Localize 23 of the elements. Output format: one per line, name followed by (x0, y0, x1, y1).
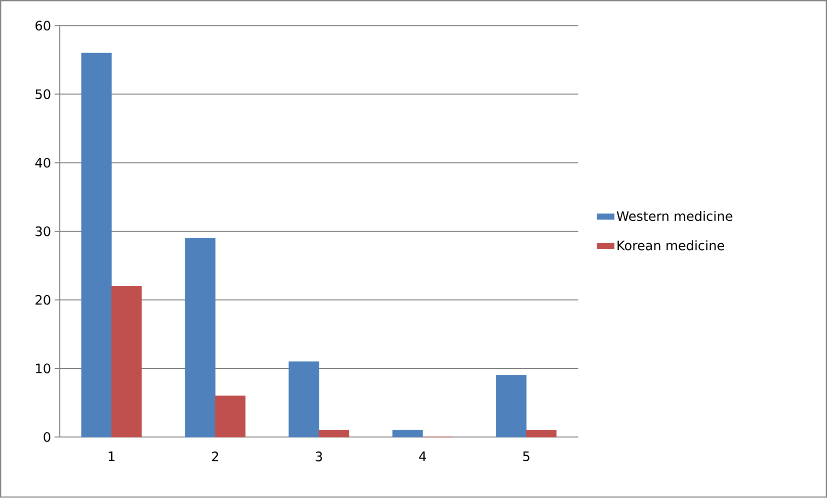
y-tick-label: 40 (35, 158, 50, 168)
bar (215, 396, 246, 438)
x-tick-label: 4 (419, 452, 426, 462)
bar (318, 430, 350, 438)
x-tick-label: 3 (316, 452, 322, 462)
bar (81, 52, 112, 438)
bar (184, 238, 216, 438)
legend-label: Western medicine (616, 211, 732, 222)
bar (496, 375, 527, 438)
bar (392, 430, 423, 438)
y-tick-label: 60 (36, 20, 50, 31)
x-tick-label: 5 (523, 452, 530, 462)
y-tick-label: 0 (44, 432, 50, 442)
x-tick-label: 2 (212, 452, 218, 462)
y-tick-label: 30 (36, 226, 50, 236)
bar (288, 362, 320, 438)
bar (111, 286, 142, 438)
bar (526, 430, 557, 438)
y-tick-label: 10 (36, 364, 50, 374)
legend-label: Korean medicine (618, 240, 724, 251)
y-tick-label: 50 (36, 89, 50, 100)
y-tick-label: 20 (36, 295, 50, 305)
x-tick-label: 1 (108, 452, 114, 462)
